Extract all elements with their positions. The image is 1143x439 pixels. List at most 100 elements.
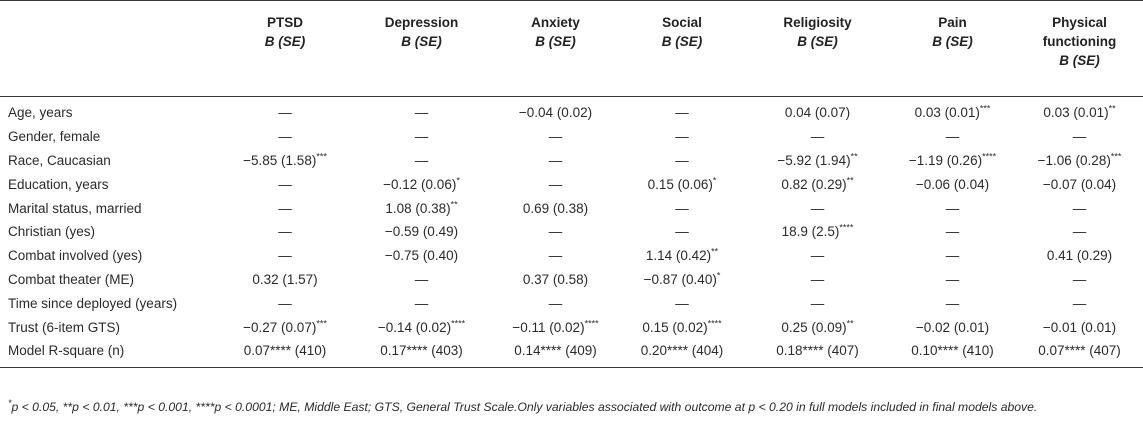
table-header: PTSD B (SE) Depression B (SE) Anxiety B (SE… [0,0,1143,97]
cell-value: — [278,176,292,192]
table-cell: −5.92 (1.94)** [746,149,889,173]
table-cell: −0.01 (0.01) [1016,315,1143,339]
table-cell: −0.59 (0.49) [350,220,493,244]
significance-stars: **** [584,318,599,329]
cell-value: −0.14 (0.02) [377,319,452,335]
significance-stars: ** [850,151,858,162]
table-cell: — [220,172,350,196]
table-footnote: *p < 0.05, **p < 0.01, ***p < 0.001, ***… [8,398,1133,416]
table-cell: −0.04 (0.02) [493,97,618,125]
table-cell: 0.37 (0.58) [493,268,618,292]
significance-stars: **** [982,151,997,162]
cell-value: — [548,152,563,168]
table-cell: — [220,220,350,244]
table-cell: 0.20**** (404) [618,339,746,367]
cell-value: — [548,224,563,240]
table-cell: — [889,244,1016,268]
table-cell: — [618,291,746,315]
cell-value: −0.11 (0.02) [512,319,585,335]
cell-value: −0.75 (0.40) [384,248,459,264]
cell-value: — [278,295,292,311]
table-cell: — [220,125,350,149]
table-row: Marital status, married — 1.08 (0.38)** 0.6… [0,196,1143,220]
column-stat-label: B (SE) [932,34,973,49]
cell-value: 0.18**** (407) [776,343,859,359]
significance-stars: **** [707,318,722,329]
table-cell: −0.87 (0.40)* [618,268,746,292]
column-stat-label: B (SE) [535,34,576,49]
cell-value: 0.07**** (407) [1038,343,1121,359]
significance-stars: *** [1110,151,1122,162]
table-cell: — [889,291,1016,315]
column-name: Depression [384,15,459,30]
table-cell: — [889,196,1016,220]
table-cell: 0.32 (1.57) [220,268,350,292]
significance-stars: ** [846,318,854,329]
column-header-depression: Depression B (SE) [350,1,493,97]
cell-value: −1.19 (0.26) [908,152,983,168]
cell-value: 1.08 (0.38) [385,200,451,216]
cell-value: — [278,224,292,240]
cell-value: — [945,248,960,264]
table-cell: — [618,149,746,173]
cell-value: — [548,248,563,264]
table-row: Race, Caucasian −5.85 (1.58)*** — — — −5.92 (… [0,149,1143,173]
cell-value: −0.06 (0.04) [915,176,990,192]
cell-value: 0.20**** (404) [640,343,724,359]
table-cell: 0.07**** (410) [220,339,350,367]
table-cell: 0.15 (0.02)**** [618,315,746,339]
table-cell: — [350,125,493,149]
cell-value: 0.32 (1.57) [252,271,318,287]
row-label: Education, years [8,176,109,192]
cell-value: — [810,129,825,145]
table-cell: 0.03 (0.01)*** [889,97,1016,125]
table-row: Model R-square (n) 0.07**** (410) 0.17****… [0,339,1143,368]
cell-value: 18.9 (2.5) [781,224,840,240]
cell-value: −0.02 (0.01) [915,319,990,335]
row-label: Marital status, married [8,200,142,216]
table-cell: −0.02 (0.01) [889,315,1016,339]
cell-value: 0.17**** (403) [380,343,463,359]
table-cell: — [618,97,746,125]
table-cell: — [1016,196,1143,220]
table-cell: — [618,220,746,244]
cell-value: — [810,200,825,216]
table-cell: 1.14 (0.42)** [618,244,746,268]
table-row: Combat theater (ME) 0.32 (1.57) — 0.37 (0.5… [0,268,1143,292]
cell-value: 0.25 (0.09) [781,319,847,335]
table-cell: — [889,220,1016,244]
cell-value: — [414,105,429,121]
cell-value: 0.03 (0.01) [914,105,980,121]
table-cell: — [493,172,618,196]
column-name: Religiosity [783,15,852,30]
column-name: PTSD [266,15,303,30]
table-cell: 0.04 (0.07) [746,97,889,125]
significance-stars: **** [451,318,466,329]
table-row: Gender, female — — — — — — — [0,125,1143,149]
cell-value: — [945,200,960,216]
cell-value: — [675,295,689,311]
significance-stars: * [716,270,721,281]
cell-value: — [675,224,689,240]
column-name: Physical functioning [1042,15,1117,49]
table-row: Combat involved (yes) — −0.75 (0.40) — 1.14 … [0,244,1143,268]
cell-value: −0.04 (0.02) [518,105,593,121]
table-cell: — [350,291,493,315]
cell-value: 1.14 (0.42) [645,248,712,264]
cell-value: — [1072,200,1087,216]
cell-value: — [675,129,689,145]
cell-value: — [1072,295,1087,311]
table-cell: 0.18**** (407) [746,339,889,367]
table-cell: — [618,196,746,220]
cell-value: — [675,152,689,168]
table-cell: 0.15 (0.06)* [618,172,746,196]
table-cell: — [1016,125,1143,149]
column-stat-label: B (SE) [661,34,703,49]
table-cell: — [746,291,889,315]
cell-value: — [945,129,960,145]
table-cell: — [889,268,1016,292]
cell-value: 0.82 (0.29) [781,176,847,192]
cell-value: — [548,129,563,145]
column-stat-label: B (SE) [401,34,442,49]
